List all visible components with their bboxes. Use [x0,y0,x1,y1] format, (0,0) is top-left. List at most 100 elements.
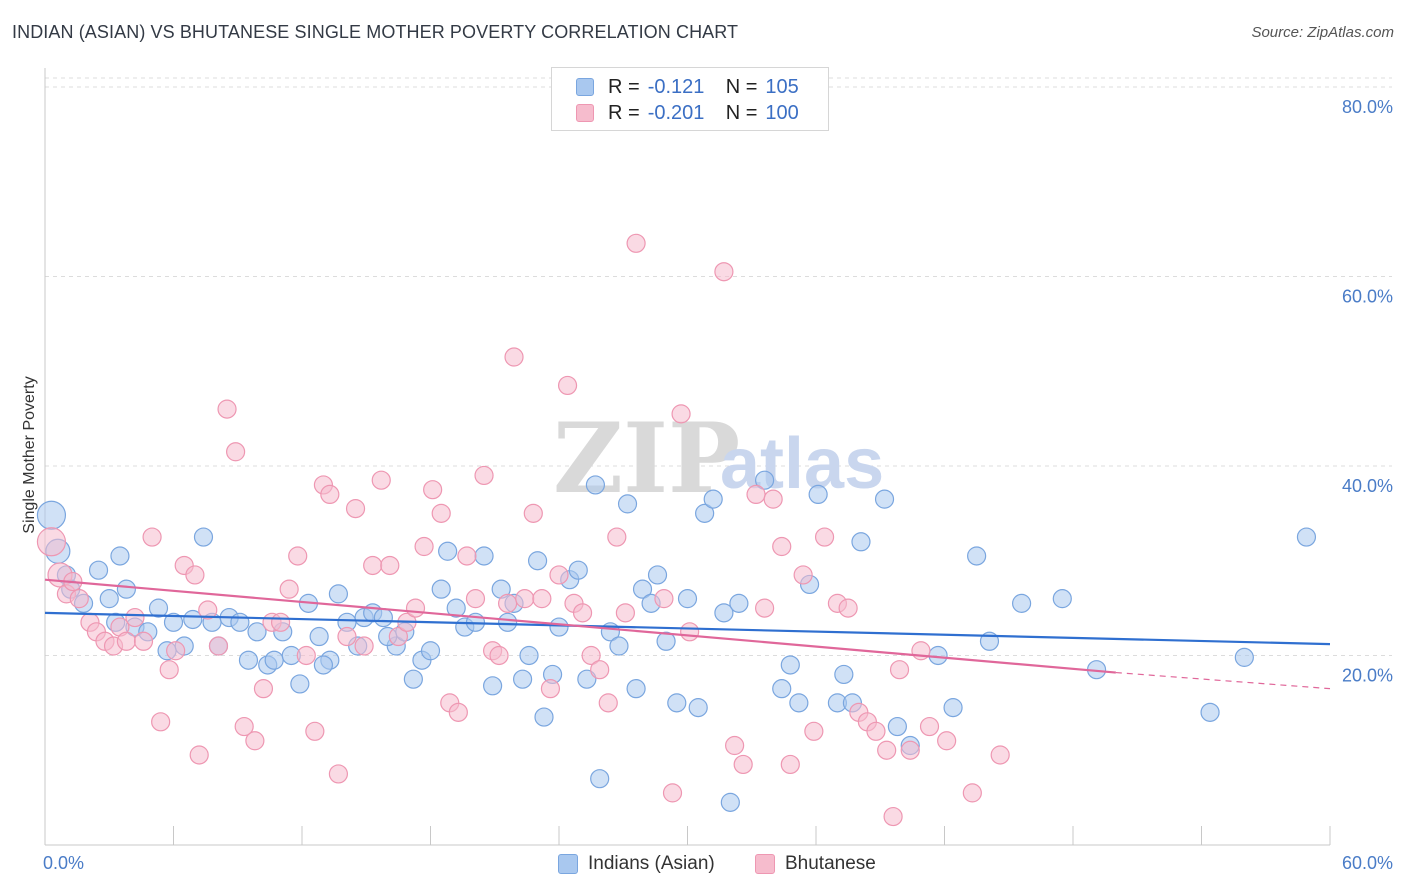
x-tick-label: 0.0% [43,853,84,873]
r-value: -0.121 [647,75,705,98]
data-point [99,589,119,609]
data-point [780,655,800,675]
data-point [549,617,569,637]
series-indians-asian [36,470,1317,812]
data-point [838,598,858,618]
data-point [572,603,593,623]
data-point [714,262,734,282]
data-point [763,489,783,509]
data-point [808,484,828,505]
data-point [703,489,723,509]
data-point [226,442,246,462]
r-value: -0.201 [647,101,705,124]
data-point [512,669,533,689]
y-tick-label: 80.0% [1342,97,1393,117]
legend-item-indians: Indians (Asian) [558,851,715,877]
data-point [373,607,393,628]
data-point [540,679,561,699]
y-axis-title: Single Mother Poverty [21,376,38,533]
data-point [581,645,601,666]
data-point [448,702,468,722]
data-point [887,716,907,737]
data-point [990,745,1010,765]
data-point [498,593,518,613]
data-point [438,541,458,561]
data-point [662,783,683,803]
data-point [626,233,646,253]
data-point [900,740,920,760]
legend-label-bhutanese: Bhutanese [785,853,876,874]
data-point [403,669,423,689]
data-point [423,480,443,500]
data-point [405,598,426,618]
data-point [345,499,366,519]
data-point [142,527,162,547]
data-point [431,503,451,523]
n-label: N = [725,101,758,124]
data-point [446,598,466,618]
data-point [720,792,740,812]
x-tick-label: 60.0% [1342,853,1393,873]
data-point [166,641,186,661]
data-point [313,655,334,675]
n-label: N = [725,75,758,98]
trend-line-indians [44,611,1331,646]
data-point [279,579,299,599]
data-point [296,645,316,666]
data-point [877,740,897,760]
data-point [465,589,486,609]
legend-swatch-blue [576,78,594,96]
data-point [725,735,745,756]
data-point [962,783,982,803]
data-point [804,721,824,741]
data-point [431,579,451,599]
y-tick-label: 60.0% [1342,286,1393,306]
data-point [328,584,349,604]
data-point [834,664,854,685]
data-point [208,636,229,656]
data-point [780,754,800,775]
chart-title: INDIAN (ASIAN) VS BHUTANESE SINGLE MOTHE… [12,22,739,42]
data-point [647,565,668,585]
legend-row-bhutanese: R = -0.201 N = 100 [576,101,799,125]
data-point [337,626,357,647]
data-point [253,679,274,699]
data-point [371,470,391,490]
data-point [549,565,569,585]
data-point [185,565,205,585]
data-point [789,693,809,713]
trend-line-bhutanese [44,578,1116,674]
data-point [1234,647,1254,667]
data-point [607,527,627,547]
data-point [943,698,963,718]
data-point [198,600,218,620]
data-point [577,669,597,689]
data-point [189,745,209,765]
y-tick-label: 40.0% [1342,476,1393,496]
data-point [69,589,89,609]
data-point [883,806,903,827]
data-point [519,645,539,666]
data-point [626,679,646,699]
data-point [937,731,957,751]
data-point [474,546,494,566]
data-point [354,636,374,656]
data-point [328,764,349,784]
x-tick-labels: 0.0% 60.0% [43,853,1393,873]
correlation-legend: R = -0.121 N = 105 R = -0.201 N = 100 [551,67,829,131]
data-point [183,609,203,630]
data-point [729,593,749,613]
legend-label-indians: Indians (Asian) [588,853,715,874]
data-point [609,636,629,656]
data-point [866,721,886,741]
y-tick-label: 20.0% [1342,665,1393,685]
data-point [36,500,67,530]
data-point [238,650,259,670]
trend-line-bhutanese-extrapolated [1115,671,1331,690]
data-point [688,698,708,718]
data-point [110,546,130,566]
data-point [680,622,700,642]
data-point [489,645,509,666]
data-point [523,503,543,523]
